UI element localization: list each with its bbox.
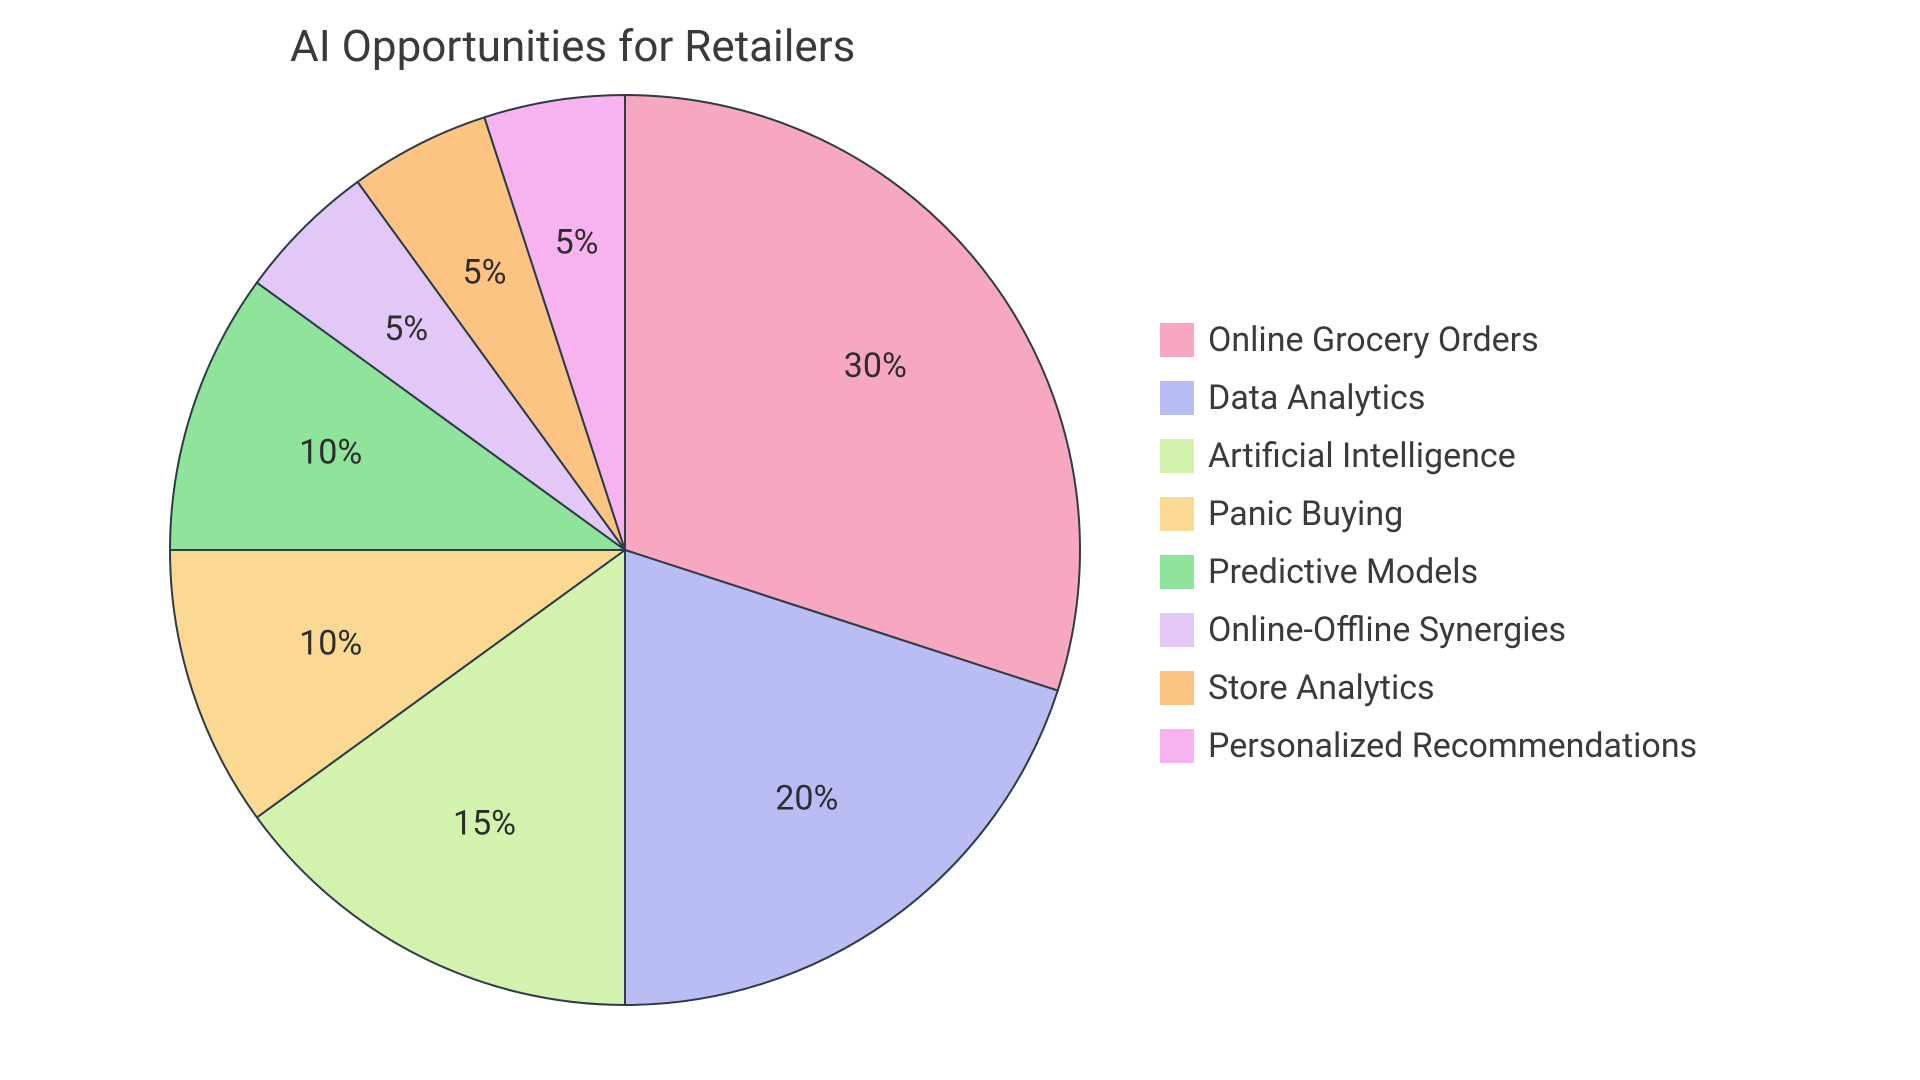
legend-item: Online Grocery Orders xyxy=(1160,320,1697,360)
legend-item: Data Analytics xyxy=(1160,378,1697,418)
slice-percent-label: 5% xyxy=(555,222,599,262)
slice-percent-label: 10% xyxy=(299,624,362,664)
legend-item: Predictive Models xyxy=(1160,552,1697,592)
legend-label: Predictive Models xyxy=(1208,552,1478,592)
legend-label: Personalized Recommendations xyxy=(1208,726,1697,766)
legend-swatch xyxy=(1160,671,1194,705)
legend-swatch xyxy=(1160,613,1194,647)
slice-percent-label: 10% xyxy=(299,432,362,472)
legend-label: Data Analytics xyxy=(1208,378,1425,418)
legend-label: Online Grocery Orders xyxy=(1208,320,1539,360)
chart-title: AI Opportunities for Retailers xyxy=(290,20,855,72)
legend-item: Panic Buying xyxy=(1160,494,1697,534)
legend-item: Personalized Recommendations xyxy=(1160,726,1697,766)
legend-item: Store Analytics xyxy=(1160,668,1697,708)
legend-swatch xyxy=(1160,381,1194,415)
legend-label: Artificial Intelligence xyxy=(1208,436,1516,476)
legend-swatch xyxy=(1160,497,1194,531)
legend-swatch xyxy=(1160,323,1194,357)
slice-percent-label: 15% xyxy=(453,804,516,844)
legend-label: Panic Buying xyxy=(1208,494,1403,534)
slice-percent-label: 5% xyxy=(384,309,428,349)
legend-swatch xyxy=(1160,439,1194,473)
legend-label: Store Analytics xyxy=(1208,668,1435,708)
stage: AI Opportunities for Retailers 30% 20% 15%… xyxy=(0,0,1920,1080)
legend-item: Artificial Intelligence xyxy=(1160,436,1697,476)
slice-percent-label: 20% xyxy=(775,778,838,818)
legend: Online Grocery Orders Data Analytics Artif… xyxy=(1160,320,1697,766)
slice-percent-label: 5% xyxy=(463,252,507,292)
legend-swatch xyxy=(1160,729,1194,763)
legend-swatch xyxy=(1160,555,1194,589)
legend-item: Online-Offline Synergies xyxy=(1160,610,1697,650)
legend-label: Online-Offline Synergies xyxy=(1208,610,1566,650)
slice-percent-label: 30% xyxy=(844,346,907,386)
